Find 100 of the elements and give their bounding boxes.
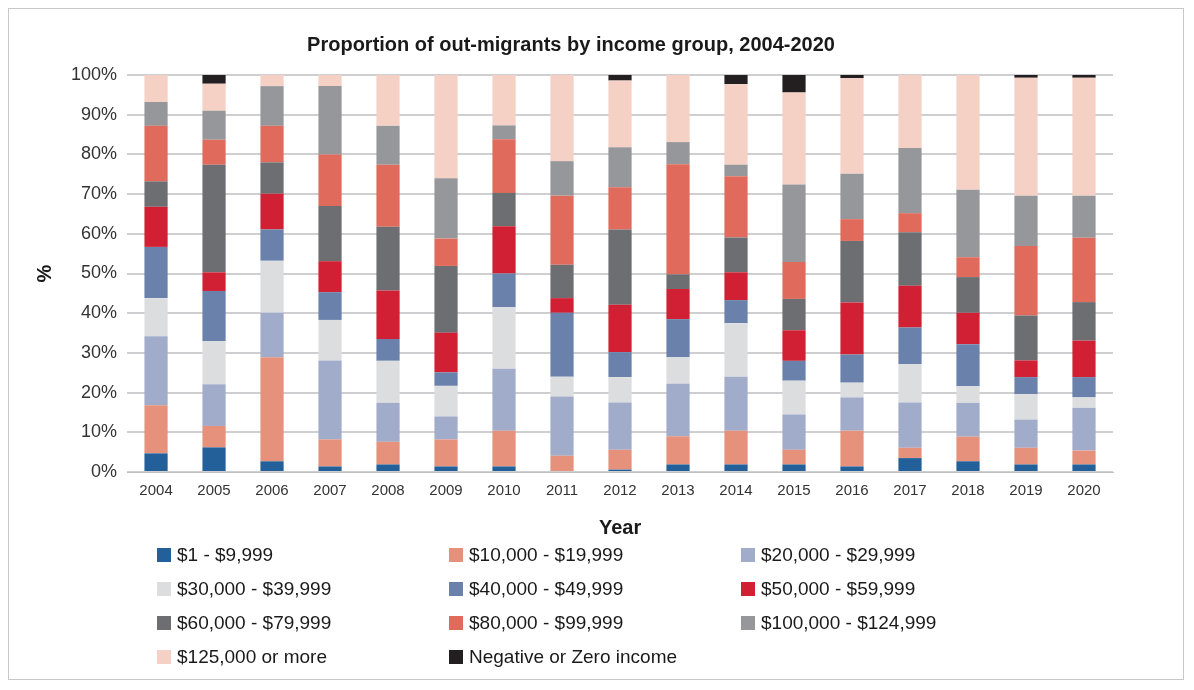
bar <box>898 285 922 328</box>
bar <box>318 360 342 440</box>
bar <box>782 449 806 465</box>
y-tick-label: 50% <box>81 262 118 283</box>
bar <box>492 139 516 193</box>
bar <box>956 402 980 437</box>
bar <box>956 312 980 345</box>
bar <box>956 344 980 387</box>
bar <box>1014 419 1038 448</box>
legend-label: $125,000 or more <box>177 646 327 668</box>
bar <box>260 357 284 462</box>
bar <box>898 232 922 286</box>
bar <box>260 229 284 261</box>
bar <box>318 439 342 467</box>
bar <box>144 453 168 471</box>
legend-label: $60,000 - $79,999 <box>177 612 332 634</box>
legend-label: $100,000 - $124,999 <box>761 612 937 634</box>
bar <box>666 436 690 465</box>
bar <box>434 439 458 467</box>
bar <box>144 75 168 102</box>
bar <box>1072 77 1096 196</box>
bar <box>550 195 574 265</box>
bar <box>1014 315 1038 361</box>
bar <box>550 396 574 456</box>
bar <box>724 272 748 301</box>
legend-label: $20,000 - $29,999 <box>761 544 916 566</box>
y-tick-label: 10% <box>81 421 118 442</box>
y-tick-label: 80% <box>81 143 118 164</box>
bar <box>666 383 690 437</box>
bar <box>1014 447 1038 465</box>
x-tick-label: 2015 <box>777 481 811 499</box>
bar <box>782 261 806 299</box>
bar <box>1014 246 1038 316</box>
bar <box>956 277 980 313</box>
bar <box>492 466 516 471</box>
bar <box>202 425 226 448</box>
x-tick-label: 2013 <box>661 481 695 499</box>
bar <box>376 464 400 471</box>
bar <box>608 147 632 188</box>
y-tick-label: 0% <box>91 460 118 481</box>
bar <box>1072 340 1096 378</box>
bar <box>840 240 864 303</box>
bar <box>260 162 284 194</box>
bar <box>318 75 342 87</box>
legend-label: Negative or Zero income <box>469 646 678 668</box>
bar <box>898 75 922 149</box>
y-tick-label: 30% <box>81 341 118 362</box>
legend-label: $10,000 - $19,999 <box>469 544 624 566</box>
x-axis-title: Year <box>598 515 642 538</box>
bar <box>318 261 342 293</box>
bar <box>550 455 574 471</box>
bar <box>608 229 632 305</box>
bar <box>434 466 458 471</box>
bar <box>434 385 458 417</box>
bar <box>492 273 516 308</box>
bar <box>1014 377 1038 395</box>
bar <box>318 319 342 361</box>
bar <box>1072 407 1096 451</box>
x-tick-label: 2018 <box>951 481 985 499</box>
bar <box>840 302 864 355</box>
y-tick-label: 90% <box>81 103 118 124</box>
bar <box>492 75 516 126</box>
x-tick-label: 2005 <box>197 481 231 499</box>
bar <box>1014 77 1038 196</box>
bar <box>144 181 168 207</box>
bar <box>260 260 284 313</box>
bar <box>1072 397 1096 408</box>
bar <box>318 292 342 320</box>
bar <box>260 86 284 126</box>
bar <box>492 368 516 431</box>
bar <box>782 360 806 381</box>
bar <box>550 161 574 196</box>
bar <box>724 464 748 471</box>
x-tick-label: 2019 <box>1009 481 1043 499</box>
bar <box>144 298 168 337</box>
bar <box>434 265 458 333</box>
y-tick-label: 100% <box>70 63 118 84</box>
bar <box>724 75 748 85</box>
bar <box>144 102 168 126</box>
bar <box>434 178 458 239</box>
bar <box>608 75 632 81</box>
bar <box>492 430 516 467</box>
bar <box>434 332 458 373</box>
bar <box>782 184 806 262</box>
bar <box>144 336 168 406</box>
bar <box>376 441 400 465</box>
bar <box>782 298 806 331</box>
bar <box>202 447 226 471</box>
bar <box>260 312 284 358</box>
bar <box>608 377 632 403</box>
bar <box>492 307 516 369</box>
bar <box>724 300 748 324</box>
bar <box>782 414 806 450</box>
bar <box>1072 464 1096 471</box>
bar <box>376 290 400 340</box>
bar <box>898 213 922 233</box>
bar <box>202 290 226 341</box>
y-axis-title: % <box>32 264 55 283</box>
bar <box>1014 195 1038 247</box>
y-tick-label: 20% <box>81 381 118 402</box>
